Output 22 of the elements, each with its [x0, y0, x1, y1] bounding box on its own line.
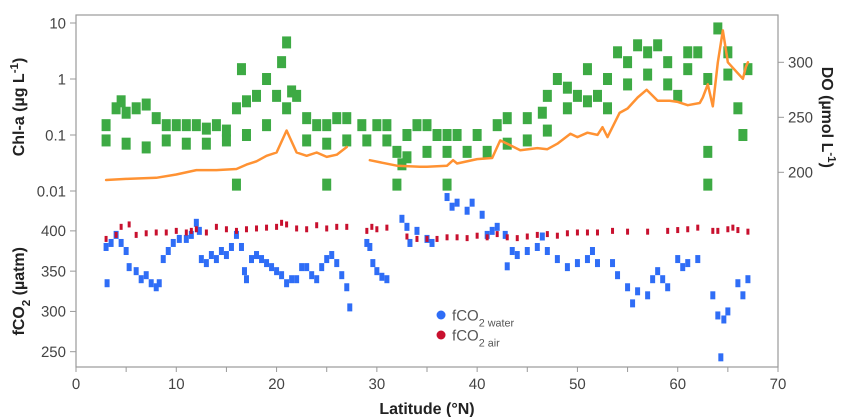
x-tick-label: 30 [368, 376, 386, 393]
y2-tick-label: 200 [788, 164, 814, 182]
y3-tick-label: 300 [40, 304, 66, 321]
legend-label: fCO$_{2 air}$ [452, 327, 500, 350]
y3-tick-label: 250 [40, 344, 66, 361]
x-axis-title: Latitude (°N) [379, 401, 475, 417]
x-tick-label: 10 [168, 376, 185, 393]
x-tick-label: 70 [770, 376, 786, 393]
x-tick-label: 50 [569, 376, 586, 393]
x-tick-label: 60 [669, 376, 686, 393]
y2-tick-label: 250 [788, 110, 814, 127]
y2-tick-label: 300 [788, 54, 814, 72]
x-tick-label: 40 [468, 376, 486, 393]
y3-tick-label: 350 [40, 263, 66, 280]
y-tick-label: 10 [49, 15, 66, 32]
y3-tick-label: 400 [40, 223, 66, 240]
y-tick-label: 1 [58, 71, 66, 88]
y-tick-label: 0.01 [36, 183, 66, 200]
legend-label: fCO$_{2 water}$ [452, 307, 515, 330]
x-tick-label: 20 [268, 376, 285, 393]
x-tick-label: 0 [72, 376, 80, 393]
y-tick-label: 0.1 [45, 127, 66, 144]
